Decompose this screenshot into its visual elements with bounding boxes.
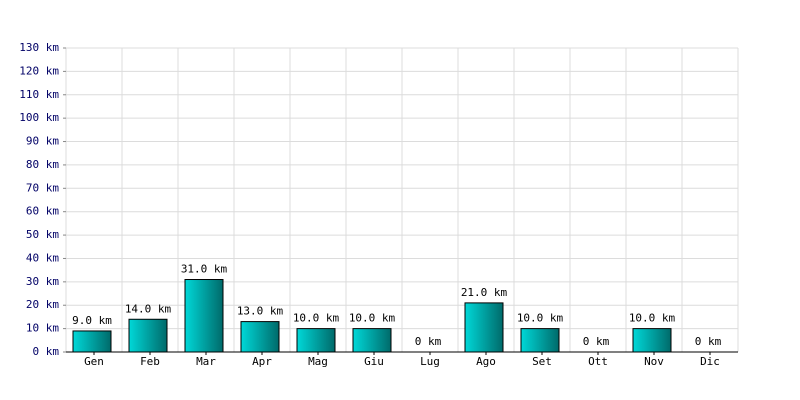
bar xyxy=(240,321,280,353)
x-tick-label: Gen xyxy=(84,355,104,368)
y-tick-label: 30 km xyxy=(26,275,59,288)
bar xyxy=(184,279,224,353)
y-tick-label: 0 km xyxy=(33,345,60,358)
bar xyxy=(520,328,560,353)
data-label: 0 km xyxy=(415,335,442,348)
data-label: 10.0 km xyxy=(293,312,340,325)
y-tick-label: 90 km xyxy=(26,135,59,148)
data-label: 10.0 km xyxy=(349,312,396,325)
x-tick-label: Lug xyxy=(420,355,440,368)
y-tick-label: 70 km xyxy=(26,181,59,194)
y-tick-label: 50 km xyxy=(26,228,59,241)
y-tick-label: 60 km xyxy=(26,205,59,218)
data-label: 31.0 km xyxy=(181,263,228,276)
data-label: 10.0 km xyxy=(517,312,564,325)
bar xyxy=(128,318,168,353)
bar xyxy=(352,328,392,353)
x-tick-label: Nov xyxy=(644,355,664,368)
y-tick-label: 80 km xyxy=(26,158,59,171)
y-tick-label: 110 km xyxy=(19,88,59,101)
y-tick-label: 120 km xyxy=(19,64,59,77)
x-tick-label: Ago xyxy=(476,355,496,368)
bar xyxy=(632,328,672,353)
y-tick-label: 40 km xyxy=(26,251,59,264)
bar xyxy=(464,302,504,353)
x-tick-label: Apr xyxy=(252,355,272,368)
y-tick-label: 100 km xyxy=(19,111,59,124)
data-label: 21.0 km xyxy=(461,286,508,299)
data-label: 13.0 km xyxy=(237,305,284,318)
data-label: 0 km xyxy=(695,335,722,348)
bar xyxy=(72,330,112,353)
y-tick-label: 20 km xyxy=(26,298,59,311)
data-label: 10.0 km xyxy=(629,312,676,325)
x-tick-label: Mar xyxy=(196,355,216,368)
data-label: 0 km xyxy=(583,335,610,348)
data-label: 9.0 km xyxy=(72,314,112,327)
y-tick-label: 10 km xyxy=(26,322,59,335)
x-tick-label: Ott xyxy=(588,355,608,368)
data-label: 14.0 km xyxy=(125,302,172,315)
x-tick-label: Feb xyxy=(140,355,160,368)
x-tick-label: Giu xyxy=(364,355,384,368)
x-tick-label: Dic xyxy=(700,355,720,368)
y-tick-label: 130 km xyxy=(19,41,59,54)
x-tick-label: Mag xyxy=(308,355,328,368)
bar xyxy=(296,328,336,353)
x-tick-label: Set xyxy=(532,355,552,368)
